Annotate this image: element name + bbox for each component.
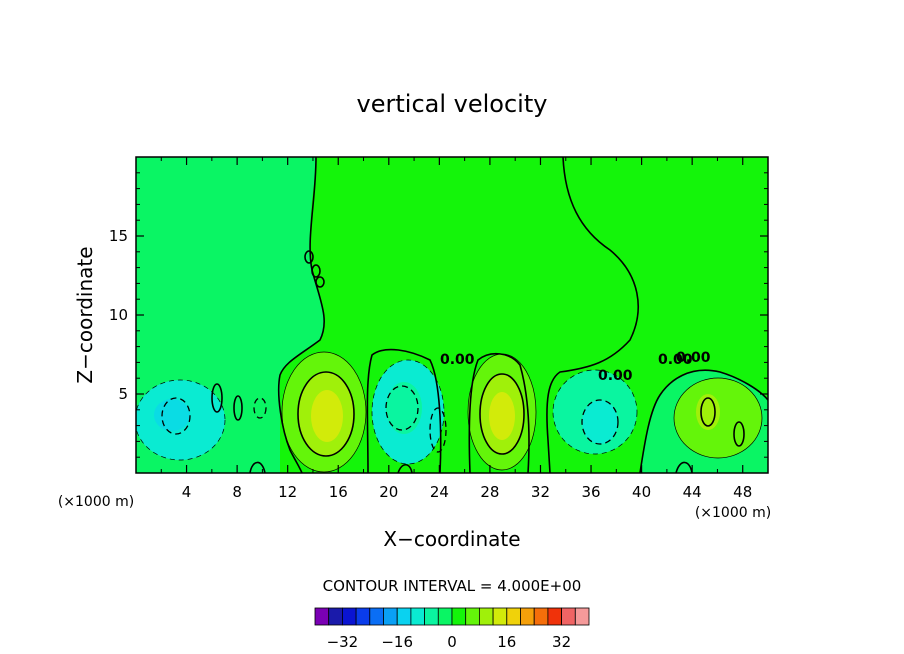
contour-bottom-bump-3 (675, 461, 693, 473)
colorbar (314, 607, 590, 626)
cell-neg-2b (386, 382, 422, 434)
colorbar-swatch (506, 607, 521, 626)
colorbar-swatch (314, 607, 330, 626)
x-axis-label: X−coordinate (383, 527, 520, 551)
colorbar-swatch (451, 607, 467, 626)
x-unit-left: (×1000 m) (58, 494, 134, 510)
plot-area: 0.00 0.00 0.00 0.00 (136, 157, 768, 473)
cell-pos-2c (489, 392, 515, 440)
cell-pos-3b (696, 394, 720, 430)
colorbar-swatch (410, 607, 425, 626)
contour-neg-5 (253, 397, 267, 419)
y-axis-label: Z−coordinate (73, 246, 97, 383)
cell-neg-3b (582, 400, 618, 444)
x-axis: 4 8 12 16 20 24 28 32 36 40 44 48 (160, 157, 752, 501)
contour-small-1 (211, 383, 223, 413)
contour-small-3 (700, 397, 716, 427)
colorbar-swatch (492, 607, 508, 626)
contour-pos-outer-1 (281, 351, 367, 473)
contour-label-2: 0.00 (598, 368, 633, 384)
x-tick-label: 40 (632, 483, 651, 501)
contour-zero-right (639, 369, 768, 473)
x-tick-label: 32 (531, 483, 550, 501)
contour-bottom-bump-1 (249, 461, 266, 473)
colorbar-tick-label: 32 (552, 633, 571, 651)
y-tick-label: 5 (118, 385, 128, 403)
contour-small-6 (311, 264, 321, 278)
colorbar-tick-label: −16 (381, 633, 413, 651)
y-axis: 5 10 15 (109, 172, 768, 458)
x-tick-label: 20 (379, 483, 398, 501)
y-tick-label: 10 (109, 306, 128, 324)
colorbar-swatch (355, 607, 371, 626)
colorbar-swatch (533, 607, 549, 626)
x-tick-label: 8 (232, 483, 242, 501)
contour-neg-1 (161, 397, 191, 435)
contour-zero-mid (546, 157, 639, 473)
colorbar-swatch (520, 607, 535, 626)
chart-title: vertical velocity (357, 90, 548, 118)
contour-small-7 (315, 276, 325, 288)
contour-cell-2 (479, 373, 525, 455)
colorbar-ticks: −32 −16 0 16 32 (327, 633, 572, 651)
x-tick-label: 16 (329, 483, 348, 501)
x-tick-label: 44 (683, 483, 702, 501)
contour-zero-left (277, 157, 325, 473)
colorbar-swatch (383, 607, 398, 626)
contour-neg-outer-2 (371, 359, 445, 465)
x-tick-label: 24 (430, 483, 449, 501)
x-tick-label: 48 (733, 483, 752, 501)
contour-bottom-bump-2 (397, 463, 413, 473)
y-tick-label: 15 (109, 227, 128, 245)
colorbar-swatch (437, 607, 453, 626)
x-tick-label: 28 (480, 483, 499, 501)
contour-neg-outer-1 (136, 379, 226, 461)
colorbar-swatch (574, 607, 590, 626)
contour-neg-2 (385, 385, 419, 431)
colorbar-swatch (424, 607, 439, 626)
contour-small-5 (304, 250, 314, 264)
colorbar-tick-label: 0 (447, 633, 457, 651)
cell-neg-1b (154, 399, 190, 431)
x-tick-label: 4 (182, 483, 192, 501)
colorbar-tick-label: 16 (497, 633, 516, 651)
contour-pos-outer-3 (673, 377, 763, 459)
contour-small-4 (733, 421, 745, 447)
contour-interval-text: CONTOUR INTERVAL = 4.000E+00 (323, 577, 582, 595)
colorbar-swatch (561, 607, 576, 626)
x-unit-right: (×1000 m) (695, 505, 771, 521)
colorbar-swatch (396, 607, 412, 626)
cell-pos-1c (311, 390, 343, 442)
colorbar-tick-label: −32 (327, 633, 359, 651)
x-tick-label: 12 (278, 483, 297, 501)
colorbar-swatch (341, 607, 357, 626)
colorbar-swatch (369, 607, 384, 626)
contour-label-4: 0.00 (676, 350, 711, 366)
contour-zero-cell2 (366, 348, 442, 473)
colorbar-swatch (478, 607, 494, 626)
contour-neg-3 (429, 407, 447, 453)
colorbar-swatch (547, 607, 563, 626)
contour-neg-4 (581, 399, 619, 445)
colorbar-swatch (328, 607, 343, 626)
contour-pos-outer-2 (467, 353, 537, 471)
x-tick-label: 36 (581, 483, 600, 501)
contour-label-1: 0.00 (440, 352, 475, 368)
colorbar-swatch (465, 607, 480, 626)
contour-neg-outer-3 (552, 369, 638, 455)
contour-small-2 (233, 395, 243, 421)
contour-label-3: 0.00 (658, 352, 693, 368)
contour-cell-1 (297, 371, 355, 457)
